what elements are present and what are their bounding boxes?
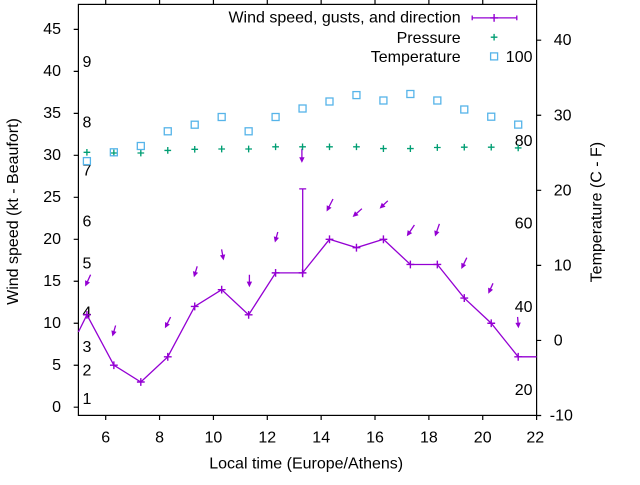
svg-text:0: 0 [52, 399, 61, 416]
svg-text:6: 6 [101, 429, 110, 446]
svg-text:5: 5 [83, 255, 92, 272]
svg-text:Local time (Europe/Athens): Local time (Europe/Athens) [209, 456, 403, 473]
svg-text:9: 9 [83, 54, 92, 71]
svg-text:-10: -10 [550, 408, 573, 425]
svg-text:8: 8 [155, 429, 164, 446]
svg-text:35: 35 [43, 105, 61, 122]
svg-text:Wind speed, gusts, and directi: Wind speed, gusts, and direction [228, 10, 460, 27]
svg-text:18: 18 [420, 429, 438, 446]
svg-text:Wind speed (kt - Beaufort): Wind speed (kt - Beaufort) [5, 118, 22, 305]
svg-text:3: 3 [83, 339, 92, 356]
svg-text:45: 45 [43, 21, 61, 38]
svg-text:25: 25 [43, 189, 61, 206]
svg-text:7: 7 [83, 162, 92, 179]
svg-text:6: 6 [83, 213, 92, 230]
svg-text:10: 10 [554, 257, 572, 274]
svg-text:1: 1 [83, 391, 92, 408]
svg-text:22: 22 [526, 429, 544, 446]
svg-text:60: 60 [515, 216, 533, 233]
svg-text:Temperature (C - F): Temperature (C - F) [588, 142, 605, 282]
svg-text:Pressure: Pressure [397, 30, 461, 47]
svg-text:20: 20 [554, 182, 572, 199]
svg-text:20: 20 [515, 382, 533, 399]
svg-text:100: 100 [506, 49, 533, 66]
svg-text:Temperature: Temperature [371, 49, 461, 66]
svg-text:15: 15 [43, 273, 61, 290]
svg-text:40: 40 [554, 32, 572, 49]
svg-text:8: 8 [83, 114, 92, 131]
svg-text:14: 14 [312, 429, 330, 446]
svg-text:40: 40 [43, 63, 61, 80]
svg-text:20: 20 [43, 231, 61, 248]
svg-text:10: 10 [205, 429, 223, 446]
svg-text:0: 0 [554, 332, 563, 349]
svg-text:30: 30 [554, 107, 572, 124]
svg-text:12: 12 [258, 429, 276, 446]
svg-text:40: 40 [515, 299, 533, 316]
svg-text:16: 16 [366, 429, 384, 446]
svg-text:20: 20 [474, 429, 492, 446]
svg-text:10: 10 [43, 315, 61, 332]
svg-text:5: 5 [52, 357, 61, 374]
svg-text:2: 2 [83, 363, 92, 380]
svg-text:80: 80 [515, 133, 533, 150]
svg-text:30: 30 [43, 147, 61, 164]
